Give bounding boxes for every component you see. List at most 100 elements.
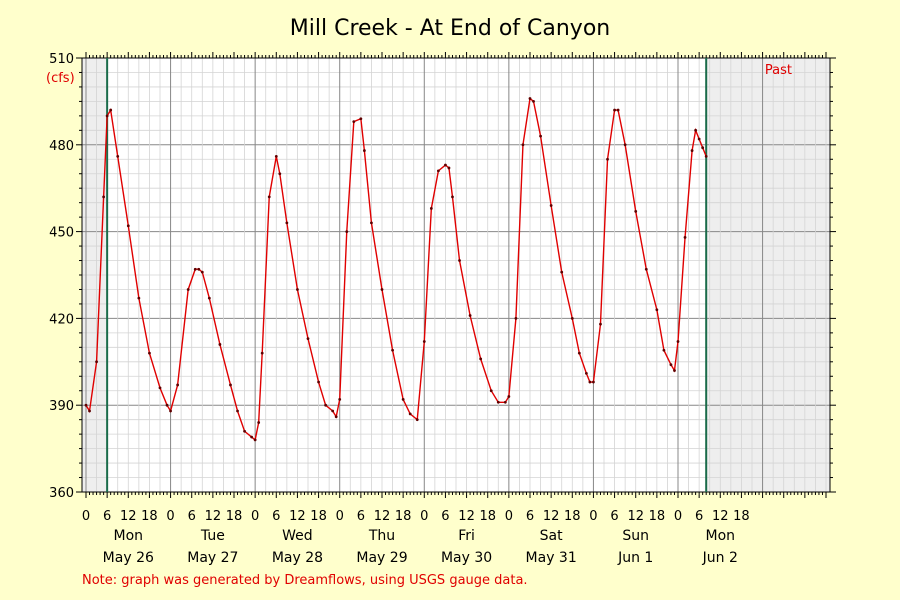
x-tick-label: 6: [103, 509, 111, 524]
data-point: [662, 348, 666, 352]
x-tick-label: 0: [166, 509, 174, 524]
data-point: [88, 409, 91, 413]
x-tick-label: 0: [674, 509, 682, 524]
data-point: [102, 195, 106, 199]
past-label: Past: [765, 63, 792, 78]
x-tick-label: 12: [712, 509, 729, 524]
data-point: [616, 108, 620, 112]
flow-series: [84, 97, 708, 442]
data-point: [236, 409, 239, 413]
data-point: [560, 270, 564, 274]
data-point: [588, 380, 592, 384]
data-point: [701, 146, 705, 150]
data-point: [391, 348, 394, 352]
data-point: [158, 386, 162, 390]
data-point: [401, 398, 405, 401]
data-point: [218, 343, 222, 346]
day-date-label: May 28: [272, 550, 323, 566]
data-point: [570, 317, 574, 320]
data-point: [408, 412, 412, 416]
data-point: [359, 117, 363, 121]
data-point: [370, 221, 373, 225]
data-point: [694, 128, 698, 132]
data-point: [105, 114, 109, 118]
data-point: [267, 195, 271, 199]
data-point: [592, 380, 595, 384]
data-point: [352, 120, 356, 124]
data-point: [697, 137, 701, 141]
data-point: [200, 270, 204, 274]
data-point: [116, 154, 120, 158]
y-tick-label: 420: [49, 312, 74, 327]
x-tick-label: 6: [695, 509, 703, 524]
x-tick-label: 6: [272, 509, 280, 524]
data-point: [345, 230, 349, 234]
data-point: [690, 149, 694, 152]
x-tick-label: 0: [589, 509, 597, 524]
x-tick-label: 12: [205, 509, 222, 524]
data-point: [95, 360, 98, 364]
day-date-label: May 26: [103, 550, 154, 566]
data-point: [334, 415, 338, 419]
day-weekday-label: Sun: [622, 528, 649, 544]
data-point: [429, 207, 433, 210]
data-point: [126, 224, 130, 228]
y-tick-label: 480: [49, 139, 74, 154]
data-point: [521, 143, 525, 147]
data-point: [444, 163, 447, 167]
data-point: [599, 322, 602, 326]
data-point: [447, 166, 451, 170]
data-point: [317, 380, 320, 384]
x-tick-label: 6: [526, 509, 534, 524]
data-point: [673, 369, 676, 372]
day-date-label: Jun 2: [702, 550, 738, 566]
data-point: [704, 154, 708, 158]
data-point: [436, 169, 440, 173]
data-point: [253, 438, 257, 442]
data-point: [669, 363, 673, 367]
data-point: [458, 259, 461, 262]
data-point: [243, 429, 246, 433]
data-point: [451, 195, 454, 199]
day-weekday-label: Sat: [540, 528, 563, 544]
x-tick-label: 18: [564, 509, 581, 524]
data-point: [186, 288, 190, 291]
x-tick-label: 0: [251, 509, 259, 524]
y-tick-labels: 360 390 420 450 480 510: [49, 52, 74, 501]
y-axis-label: (cfs): [46, 71, 75, 86]
x-tick-label: 18: [479, 509, 496, 524]
day-weekday-label: Fri: [458, 528, 475, 544]
source-note: Note: graph was generated by Dreamflows,…: [82, 573, 528, 588]
x-tick-label: 12: [374, 509, 391, 524]
day-weekday-label: Mon: [706, 528, 736, 544]
data-point: [655, 308, 659, 312]
data-point: [148, 351, 151, 355]
data-point: [338, 398, 342, 401]
x-tick-label: 0: [420, 509, 428, 524]
data-point: [207, 296, 211, 300]
data-point: [577, 351, 581, 355]
data-point: [606, 157, 609, 161]
day-weekday-label: Mon: [114, 528, 144, 544]
y-tick-label: 450: [49, 226, 74, 241]
x-tick-label: 18: [141, 509, 158, 524]
data-point: [528, 97, 532, 100]
data-point: [422, 340, 426, 343]
data-point: [380, 288, 384, 291]
day-date-label: May 27: [187, 550, 238, 566]
chart-title: Mill Creek - At End of Canyon: [290, 16, 610, 41]
x-tick-label: 18: [649, 509, 666, 524]
x-tick-label: 12: [289, 509, 306, 524]
data-point: [683, 235, 687, 239]
y-tick-label: 360: [49, 486, 74, 501]
day-weekday-label: Thu: [368, 528, 395, 544]
x-tick-label: 6: [441, 509, 449, 524]
x-tick-label: 0: [82, 509, 90, 524]
data-point: [285, 221, 289, 225]
data-point: [260, 351, 264, 355]
data-point: [489, 389, 493, 393]
y-tick-label: 390: [49, 399, 74, 414]
data-point: [415, 418, 419, 422]
data-point: [197, 267, 201, 271]
